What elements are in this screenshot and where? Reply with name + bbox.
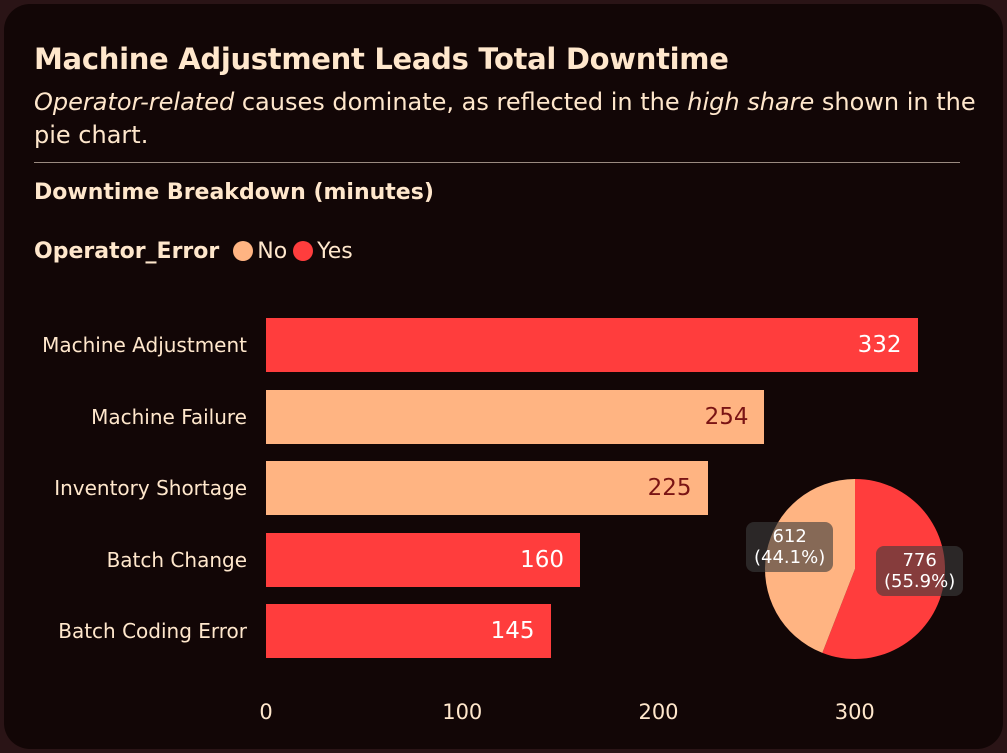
pie-value: 776 bbox=[902, 550, 937, 571]
subtitle-emphasis-share: high share bbox=[687, 88, 815, 116]
pie-label-no: 612 (44.1%) bbox=[746, 522, 834, 572]
chart-title: Machine Adjustment Leads Total Downtime bbox=[34, 42, 729, 76]
bar-value-label: 160 bbox=[520, 546, 564, 573]
category-label: Machine Failure bbox=[91, 404, 247, 429]
legend-title: Operator_Error bbox=[34, 238, 220, 264]
legend-dot-yes bbox=[293, 241, 314, 261]
category-label: Batch Change bbox=[106, 547, 247, 572]
section-title: Downtime Breakdown (minutes) bbox=[34, 180, 434, 205]
bar[interactable] bbox=[266, 532, 580, 587]
x-tick-label: 100 bbox=[442, 700, 483, 724]
category-label: Batch Coding Error bbox=[58, 619, 247, 643]
bar-value-label: 332 bbox=[857, 332, 902, 358]
bar[interactable] bbox=[266, 604, 551, 658]
x-tick-label: 200 bbox=[638, 700, 679, 724]
subtitle-text-middle: causes dominate, as reflected in the bbox=[234, 88, 688, 116]
pie-percent: (55.9%) bbox=[884, 571, 956, 592]
category-label: Machine Adjustment bbox=[42, 333, 247, 357]
bar[interactable] bbox=[266, 318, 918, 372]
x-tick-label: 0 bbox=[259, 700, 273, 724]
bar-value-label: 145 bbox=[490, 618, 535, 644]
subtitle-emphasis-operator: Operator-related bbox=[34, 88, 235, 116]
pie-percent: (44.1%) bbox=[754, 547, 826, 568]
legend-item-no[interactable]: No bbox=[233, 239, 287, 264]
bar[interactable] bbox=[266, 389, 765, 444]
bar[interactable] bbox=[266, 461, 708, 515]
legend-label-no: No bbox=[257, 238, 288, 264]
bar-value-label: 254 bbox=[704, 403, 749, 430]
bar-value-label: 225 bbox=[647, 475, 692, 501]
subtitle-text-end: shown in the pie chart. bbox=[34, 88, 976, 149]
legend-item-yes[interactable]: Yes bbox=[293, 239, 353, 264]
category-label: Inventory Shortage bbox=[54, 476, 247, 500]
legend-dot-no bbox=[233, 241, 254, 261]
pie-label-yes: 776 (55.9%) bbox=[876, 546, 964, 596]
pie-value: 612 bbox=[772, 526, 807, 547]
x-tick-label: 300 bbox=[834, 700, 875, 724]
divider bbox=[34, 162, 960, 163]
legend-label-yes: Yes bbox=[317, 238, 353, 264]
chart-subtitle: Operator-related causes dominate, as ref… bbox=[34, 86, 979, 152]
legend: Operator_Error No Yes bbox=[34, 236, 359, 266]
